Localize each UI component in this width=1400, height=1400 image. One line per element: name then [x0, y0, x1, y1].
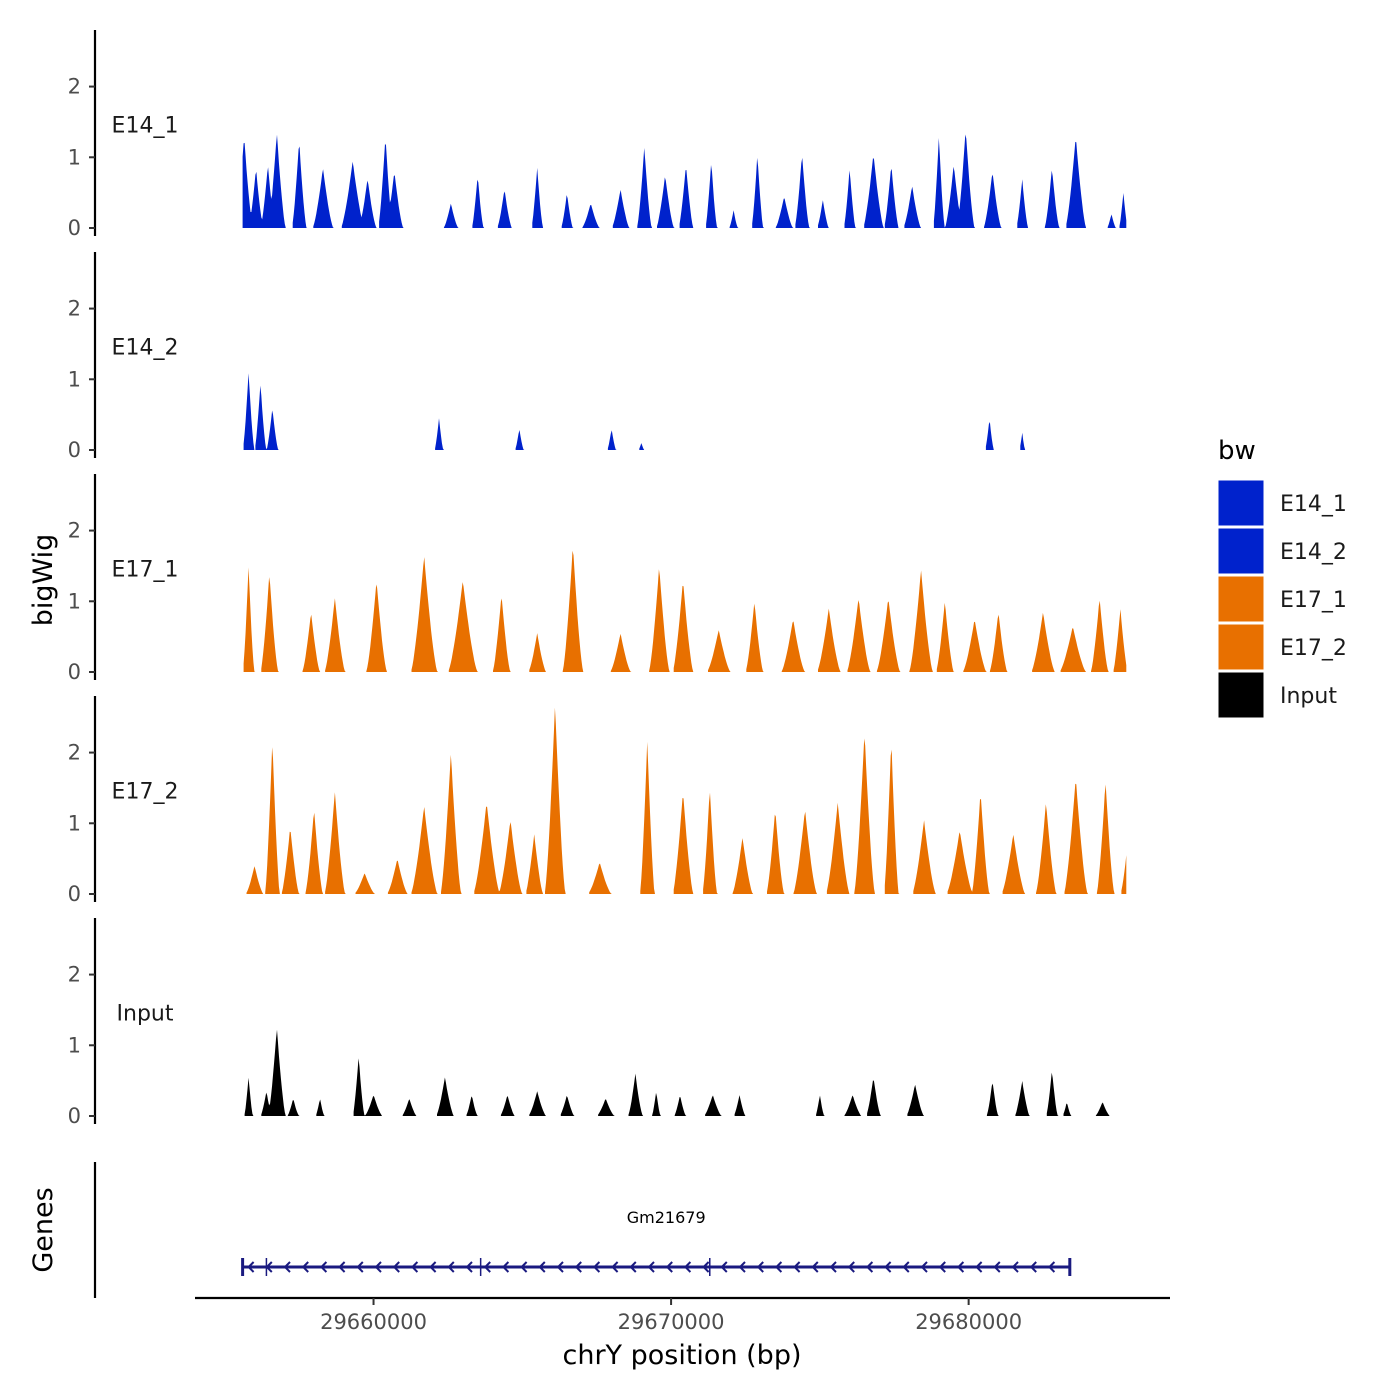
- strand-arrow: [902, 1261, 910, 1273]
- legend-swatch: [1217, 527, 1265, 575]
- y-tick-label: 1: [68, 811, 81, 835]
- y-tick-label: 2: [68, 519, 81, 543]
- strand-arrow: [702, 1261, 710, 1273]
- x-axis: 29660000 29670000 29680000: [195, 1296, 1170, 1334]
- legend-label: E14_2: [1280, 540, 1347, 565]
- track-label: Input: [117, 1002, 174, 1027]
- strand-arrow: [920, 1261, 928, 1273]
- y-tick-label: 0: [68, 660, 81, 684]
- y-tick-label: 1: [68, 145, 81, 169]
- strand-arrow: [247, 1261, 255, 1273]
- signal-area-e17-2: [246, 707, 1127, 894]
- track-e14-2: 0 1 2 E14_2: [68, 252, 1026, 462]
- y-tick-label: 0: [68, 882, 81, 906]
- strand-arrow: [720, 1261, 728, 1273]
- signal-area-e14-1: [242, 134, 1127, 228]
- y-tick-label: 0: [68, 438, 81, 462]
- strand-arrow: [483, 1261, 491, 1273]
- track-label: E14_2: [112, 336, 179, 361]
- track-e14-1: 0 1 2 E14_1: [68, 30, 1127, 240]
- y-tick-label: 1: [68, 589, 81, 613]
- y-tick-label: 1: [68, 1033, 81, 1057]
- strand-arrow: [738, 1261, 746, 1273]
- y-tick-label: 2: [68, 75, 81, 99]
- strand-arrow: [811, 1261, 819, 1273]
- strand-arrow: [356, 1261, 364, 1273]
- signal-area-e14-2: [243, 373, 1026, 450]
- strand-arrow: [501, 1261, 510, 1273]
- track-label: E14_1: [112, 114, 179, 139]
- signal-area-input: [244, 1029, 1110, 1116]
- x-tick-label: 29660000: [320, 1310, 427, 1334]
- legend-label: E17_1: [1280, 588, 1347, 613]
- strand-arrow: [611, 1261, 619, 1273]
- legend-swatch: [1217, 623, 1265, 671]
- strand-arrow: [592, 1261, 601, 1273]
- y-tick-label: 2: [68, 297, 81, 321]
- strand-arrow: [1029, 1261, 1037, 1273]
- track-label: E17_1: [112, 558, 179, 583]
- bigwig-tracks: 0 1 2 E14_1 0 1 2 E14_2 0 1 2 E17_1 0 1 2 E17_2 0 1 2 Input: [68, 30, 1127, 1128]
- y-axis-title: bigWig: [28, 534, 59, 627]
- legend-swatch: [1217, 575, 1265, 623]
- legend-title: bw: [1218, 436, 1256, 466]
- strand-arrow: [793, 1261, 801, 1273]
- x-axis-title: chrY position (bp): [562, 1340, 801, 1371]
- strand-arrow: [774, 1261, 783, 1273]
- genes-track: Gm21679: [93, 1162, 1072, 1298]
- strand-arrow: [374, 1261, 382, 1273]
- strand-arrow: [465, 1261, 473, 1273]
- strand-arrow: [556, 1261, 564, 1273]
- legend-label: Input: [1280, 684, 1337, 709]
- strand-arrow: [410, 1261, 419, 1273]
- legend: bw E14_1 E14_2 E17_1 E17_2 Input: [1217, 436, 1347, 719]
- y-tick-label: 0: [68, 216, 81, 240]
- genes-axis-title: Genes: [28, 1187, 59, 1272]
- strand-arrow: [520, 1261, 528, 1273]
- strand-arrow: [301, 1261, 309, 1273]
- strand-arrow: [392, 1261, 400, 1273]
- strand-arrow: [665, 1261, 673, 1273]
- strand-arrow: [975, 1261, 983, 1273]
- strand-arrow: [884, 1261, 892, 1273]
- strand-arrow: [847, 1261, 855, 1273]
- track-e17-1: 0 1 2 E17_1: [68, 474, 1127, 684]
- signal-area-e17-1: [243, 550, 1127, 672]
- strand-arrow: [447, 1261, 455, 1273]
- x-tick-label: 29670000: [618, 1310, 725, 1334]
- track-e17-2: 0 1 2 E17_2: [68, 696, 1127, 906]
- legend-label: E17_2: [1280, 636, 1347, 661]
- track-label: E17_2: [112, 780, 179, 805]
- strand-arrow: [938, 1261, 946, 1273]
- gene-name-label: Gm21679: [627, 1208, 706, 1227]
- strand-arrow: [683, 1261, 692, 1273]
- strand-arrow: [829, 1261, 837, 1273]
- strand-arrow: [956, 1261, 965, 1273]
- y-tick-label: 2: [68, 963, 81, 987]
- legend-swatch: [1217, 479, 1265, 527]
- strand-arrow: [338, 1261, 346, 1273]
- strand-arrow: [865, 1261, 874, 1273]
- strand-arrow: [319, 1261, 328, 1273]
- x-tick-label: 29680000: [915, 1310, 1022, 1334]
- strand-arrow: [1047, 1261, 1056, 1273]
- strand-arrow: [647, 1261, 655, 1273]
- strand-arrow: [265, 1261, 273, 1273]
- y-tick-label: 0: [68, 1104, 81, 1128]
- strand-arrow: [629, 1261, 637, 1273]
- y-tick-label: 1: [68, 367, 81, 391]
- track-input: 0 1 2 Input: [68, 918, 1110, 1128]
- y-tick-label: 2: [68, 741, 81, 765]
- strand-arrow: [993, 1261, 1001, 1273]
- strand-arrow: [538, 1261, 546, 1273]
- strand-arrow: [574, 1261, 582, 1273]
- strand-arrow: [283, 1261, 291, 1273]
- legend-label: E14_1: [1280, 492, 1347, 517]
- strand-arrow: [429, 1261, 437, 1273]
- strand-arrow: [1011, 1261, 1019, 1273]
- strand-arrow: [756, 1261, 764, 1273]
- legend-swatch: [1217, 671, 1265, 719]
